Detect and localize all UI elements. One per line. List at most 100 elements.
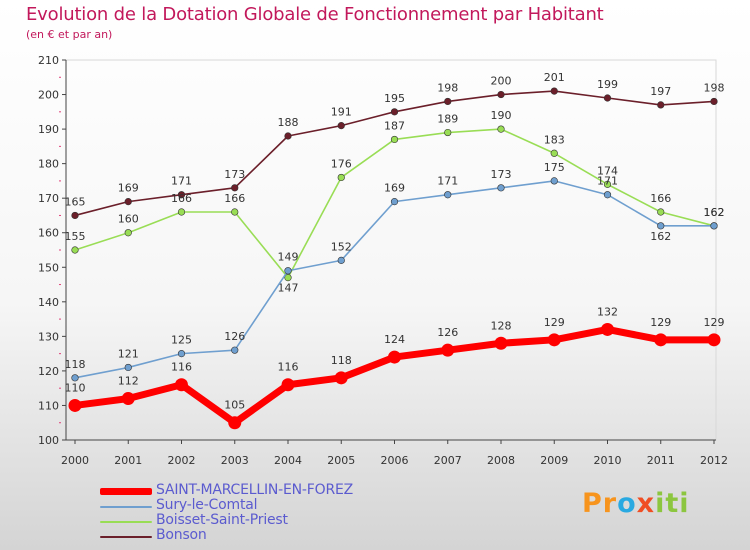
data-label-saint-marcellin-en-forez: 128 bbox=[491, 319, 512, 332]
data-label-saint-marcellin-en-forez: 129 bbox=[544, 316, 565, 329]
data-point-saint-marcellin-en-forez bbox=[228, 416, 242, 430]
data-label-boisset-saint-priest: 160 bbox=[118, 213, 139, 226]
data-point-sury-le-comtal bbox=[231, 346, 239, 354]
data-point-sury-le-comtal bbox=[657, 222, 665, 230]
data-point-bonson bbox=[390, 108, 399, 116]
y-tick-label: 210 bbox=[38, 54, 59, 67]
data-point-bonson bbox=[550, 87, 558, 95]
data-point-bonson bbox=[177, 191, 186, 199]
data-point-boisset-saint-priest bbox=[231, 208, 239, 216]
data-label-boisset-saint-priest: 176 bbox=[331, 157, 352, 170]
data-point-boisset-saint-priest bbox=[550, 149, 558, 157]
proxiti-logo: Proxiti bbox=[582, 488, 690, 519]
data-point-boisset-saint-priest bbox=[497, 125, 505, 133]
data-label-saint-marcellin-en-forez: 112 bbox=[118, 375, 139, 388]
data-label-boisset-saint-priest: 155 bbox=[65, 230, 86, 243]
data-label-sury-le-comtal: 171 bbox=[437, 175, 458, 188]
data-point-sury-le-comtal bbox=[177, 350, 186, 358]
line-chart: 100 110 120 130 140 150 160 170 180 190 200 210 2000… bbox=[38, 54, 728, 467]
data-point-boisset-saint-priest bbox=[444, 128, 452, 137]
legend-swatch-bonson bbox=[100, 536, 152, 538]
data-label-sury-le-comtal: 173 bbox=[491, 168, 512, 181]
data-label-sury-le-comtal: 162 bbox=[704, 206, 725, 219]
data-label-sury-le-comtal: 149 bbox=[278, 251, 299, 264]
data-label-boisset-saint-priest: 187 bbox=[384, 119, 405, 132]
data-point-bonson bbox=[497, 90, 505, 99]
data-label-saint-marcellin-en-forez: 110 bbox=[65, 381, 86, 394]
data-point-saint-marcellin-en-forez bbox=[601, 322, 614, 336]
data-point-saint-marcellin-en-forez bbox=[334, 371, 348, 385]
y-tick-label: 110 bbox=[38, 399, 59, 412]
data-label-saint-marcellin-en-forez: 129 bbox=[650, 316, 671, 329]
data-point-sury-le-comtal bbox=[284, 267, 292, 275]
data-point-saint-marcellin-en-forez bbox=[441, 343, 455, 357]
data-label-boisset-saint-priest: 166 bbox=[171, 192, 192, 205]
x-tick-label: 2001 bbox=[114, 454, 142, 467]
data-label-bonson: 195 bbox=[384, 92, 405, 105]
data-label-sury-le-comtal: 121 bbox=[118, 347, 139, 360]
data-label-saint-marcellin-en-forez: 118 bbox=[331, 354, 352, 367]
data-point-boisset-saint-priest bbox=[71, 246, 79, 254]
data-label-boisset-saint-priest: 183 bbox=[544, 133, 565, 146]
data-point-sury-le-comtal bbox=[497, 184, 505, 192]
data-point-saint-marcellin-en-forez bbox=[175, 378, 188, 392]
y-tick-label: 180 bbox=[38, 158, 59, 171]
data-label-bonson: 173 bbox=[224, 168, 245, 181]
data-label-bonson: 198 bbox=[437, 81, 458, 94]
chart-title: Evolution de la Dotation Globale de Fonc… bbox=[26, 4, 604, 25]
data-label-bonson: 199 bbox=[597, 78, 618, 91]
x-tick-label: 2006 bbox=[381, 454, 409, 467]
data-point-bonson bbox=[71, 211, 79, 220]
data-label-bonson: 201 bbox=[544, 71, 565, 84]
data-label-boisset-saint-priest: 190 bbox=[491, 109, 512, 122]
data-point-boisset-saint-priest bbox=[124, 229, 132, 237]
data-label-saint-marcellin-en-forez: 129 bbox=[704, 316, 725, 329]
data-point-saint-marcellin-en-forez bbox=[121, 392, 135, 406]
data-label-sury-le-comtal: 152 bbox=[331, 240, 352, 253]
legend-swatch-sury-le-comtal bbox=[100, 506, 152, 508]
data-point-bonson bbox=[284, 132, 292, 140]
legend-label: Sury-le-Comtal bbox=[156, 497, 258, 513]
y-tick-label: 100 bbox=[38, 434, 59, 447]
data-point-saint-marcellin-en-forez bbox=[547, 333, 561, 347]
data-point-bonson bbox=[603, 94, 612, 102]
data-label-bonson: 198 bbox=[704, 81, 725, 94]
data-label-bonson: 188 bbox=[278, 116, 299, 129]
x-tick-label: 2008 bbox=[487, 454, 515, 467]
data-point-bonson bbox=[444, 97, 452, 106]
legend-label: SAINT-MARCELLIN-EN-FOREZ bbox=[156, 482, 354, 498]
data-point-sury-le-comtal bbox=[71, 374, 79, 382]
data-label-boisset-saint-priest: 189 bbox=[437, 113, 458, 126]
data-label-sury-le-comtal: 118 bbox=[65, 358, 86, 371]
x-tick-label: 2012 bbox=[700, 454, 728, 467]
data-label-bonson: 191 bbox=[331, 106, 352, 119]
data-point-bonson bbox=[337, 122, 345, 130]
x-tick-label: 2002 bbox=[168, 454, 196, 467]
data-label-bonson: 197 bbox=[650, 85, 671, 98]
data-label-saint-marcellin-en-forez: 116 bbox=[171, 361, 192, 374]
data-label-saint-marcellin-en-forez: 105 bbox=[224, 399, 245, 412]
x-tick-label: 2010 bbox=[594, 454, 622, 467]
x-tick-label: 2003 bbox=[221, 454, 249, 467]
data-label-bonson: 200 bbox=[491, 75, 512, 88]
data-label-bonson: 165 bbox=[65, 195, 86, 208]
data-point-bonson bbox=[657, 101, 665, 109]
data-point-sury-le-comtal bbox=[710, 222, 718, 230]
x-tick-label: 2005 bbox=[327, 454, 355, 467]
series-line-sury-le-comtal bbox=[74, 180, 715, 379]
legend-label: Boisset-Saint-Priest bbox=[156, 512, 288, 528]
data-label-boisset-saint-priest: 162 bbox=[704, 206, 725, 219]
data-point-saint-marcellin-en-forez bbox=[281, 378, 295, 392]
data-point-bonson bbox=[710, 97, 718, 106]
data-label-boisset-saint-priest: 166 bbox=[650, 192, 671, 205]
data-label-bonson: 171 bbox=[171, 175, 192, 188]
data-label-boisset-saint-priest: 174 bbox=[597, 164, 618, 177]
data-label-boisset-saint-priest: 166 bbox=[224, 192, 245, 205]
x-tick-label: 2009 bbox=[540, 454, 568, 467]
data-point-sury-le-comtal bbox=[337, 256, 345, 264]
data-point-sury-le-comtal bbox=[124, 363, 132, 372]
data-label-sury-le-comtal: 169 bbox=[384, 182, 405, 195]
y-tick-label: 170 bbox=[38, 192, 59, 205]
data-label-sury-le-comtal: 171 bbox=[597, 175, 618, 188]
data-label-saint-marcellin-en-forez: 132 bbox=[597, 305, 618, 318]
